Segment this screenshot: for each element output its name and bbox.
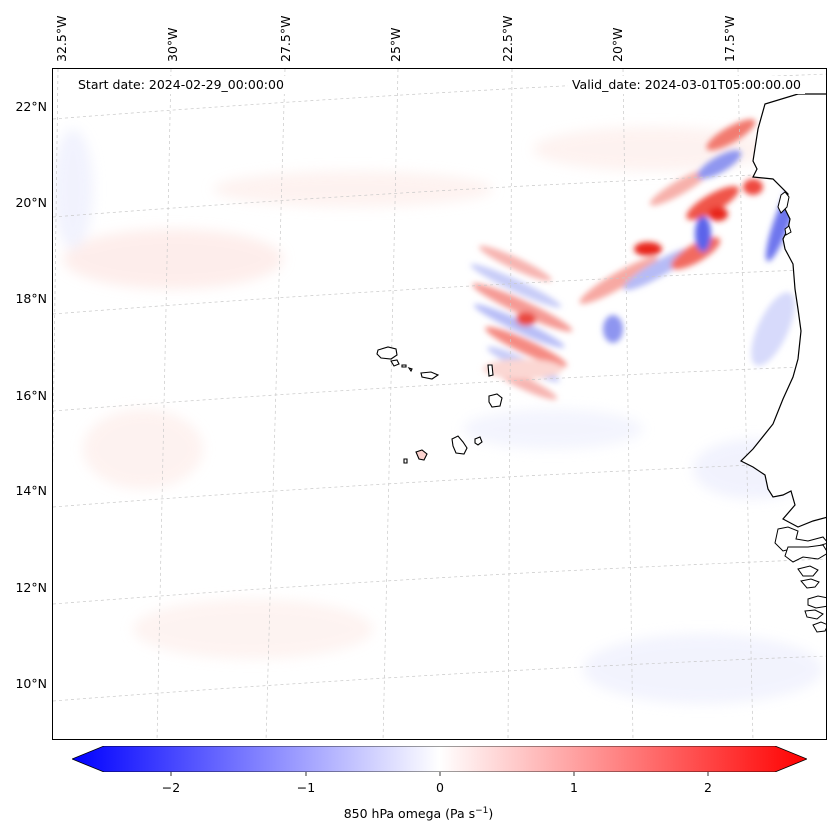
african-coastline — [739, 93, 826, 528]
colorbar-tick: 2 — [704, 780, 712, 795]
lat-label: 16°N — [15, 388, 47, 403]
lat-label: 12°N — [15, 580, 47, 595]
colorbar — [72, 746, 807, 772]
colorbar-title-close: ) — [488, 806, 494, 822]
lat-label: 10°N — [15, 676, 47, 691]
colorbar-tick: 1 — [570, 780, 578, 795]
lon-label: 30°W — [165, 27, 180, 62]
lat-label: 22°N — [15, 99, 47, 114]
lon-label: 27.5°W — [278, 16, 293, 62]
colorbar-title-text: 850 hPa omega (Pa s — [343, 806, 476, 822]
lat-label: 20°N — [15, 195, 47, 210]
start-date-label: Start date: 2024-02-29_00:00:00 — [74, 76, 288, 94]
lon-label: 20°W — [610, 27, 625, 62]
colorbar-tick: −2 — [162, 780, 180, 795]
lon-label: 22.5°W — [500, 16, 515, 62]
lon-label: 32.5°W — [54, 16, 69, 62]
longitude-labels: 32.5°W 30°W 27.5°W 25°W 22.5°W 20°W 17.5… — [54, 16, 737, 62]
colorbar-title: 850 hPa omega (Pa s−1) — [0, 806, 837, 821]
colorbar-tick: 0 — [436, 780, 444, 795]
lon-label: 17.5°W — [722, 16, 737, 62]
latitude-labels: 22°N 20°N 18°N 16°N 14°N 12°N 10°N — [15, 99, 47, 691]
lon-label: 25°W — [388, 27, 403, 62]
colorbar-title-exponent: −1 — [475, 806, 489, 816]
lat-label: 14°N — [15, 483, 47, 498]
cape-verde-islands — [376, 346, 503, 464]
omega-field — [53, 69, 826, 739]
lat-label: 18°N — [15, 291, 47, 306]
gridlines — [53, 69, 826, 739]
colorbar-tick: −1 — [297, 780, 315, 795]
valid-date-label: Valid_date: 2024-03-01T05:00:00.00 — [567, 76, 805, 94]
map-panel — [52, 68, 827, 740]
